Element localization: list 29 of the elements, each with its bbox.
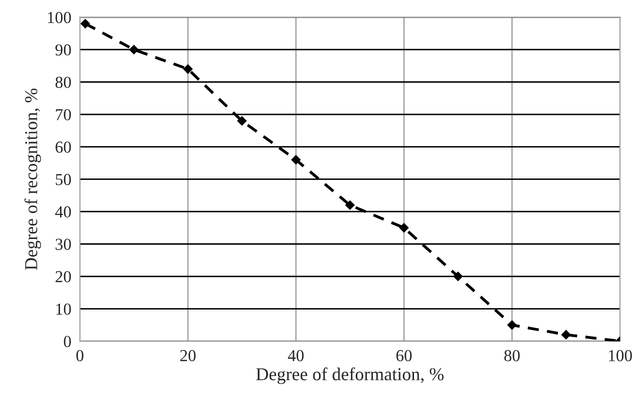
point	[561, 330, 571, 340]
y-tick-label: 60	[56, 142, 71, 153]
x-tick-label: 60	[396, 350, 412, 362]
x-tick-label: 100	[609, 350, 632, 362]
y-axis-title: Degree of recognition, %	[24, 88, 41, 270]
x-tick-label: 40	[288, 350, 304, 362]
point	[507, 320, 517, 330]
y-tick-label: 70	[56, 109, 71, 120]
y-tick-label: 0	[64, 336, 71, 348]
y-tick-label: 40	[55, 206, 71, 218]
y-tick-label: 20	[56, 271, 71, 282]
y-tick-label: 30	[56, 238, 71, 250]
point	[453, 272, 463, 282]
x-axis-title: Degree of deformation, %	[256, 367, 444, 384]
x-tick-label: 80	[504, 350, 520, 362]
y-tick-label: 80	[56, 76, 71, 88]
y-tick-label: 100	[48, 12, 71, 24]
point	[345, 200, 355, 210]
point	[237, 116, 247, 126]
point	[399, 223, 409, 232]
point	[291, 155, 301, 164]
x-tick-label: 0	[76, 350, 84, 362]
point	[129, 44, 139, 54]
x-tick-label: 20	[180, 350, 196, 362]
point	[183, 64, 193, 74]
y-tick-label: 10	[56, 304, 71, 315]
point	[80, 19, 90, 28]
y-tick-label: 90	[55, 44, 71, 56]
y-tick-label: 50	[56, 174, 71, 186]
